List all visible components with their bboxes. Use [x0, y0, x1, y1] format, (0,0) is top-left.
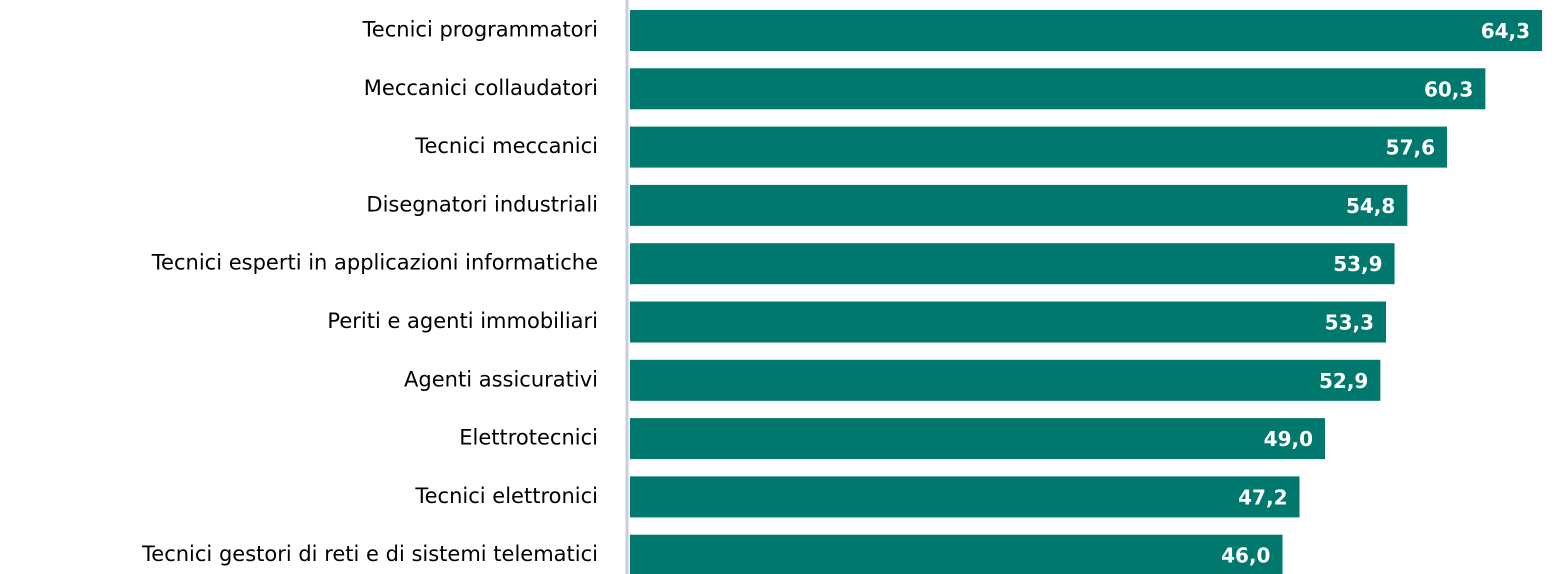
bar [630, 10, 1543, 51]
category-label: Agenti assicurativi [404, 367, 598, 391]
bar [630, 359, 1381, 401]
category-label: Tecnici elettronici [414, 484, 598, 508]
value-label: 46,0 [1221, 544, 1270, 568]
category-label: Tecnici meccanici [414, 134, 598, 158]
bar [630, 243, 1395, 285]
category-label: Elettrotecnici [459, 426, 598, 450]
value-label: 53,9 [1333, 252, 1382, 276]
bar [630, 534, 1283, 574]
category-label: Meccanici collaudatori [364, 76, 598, 100]
value-label: 52,9 [1319, 369, 1368, 393]
bar [630, 68, 1486, 110]
value-label: 54,8 [1346, 194, 1395, 218]
category-label: Tecnici gestori di reti e di sistemi tel… [141, 542, 598, 566]
value-label: 57,6 [1386, 136, 1435, 160]
bar [630, 418, 1326, 460]
bar [630, 301, 1387, 343]
value-label: 64,3 [1481, 19, 1530, 43]
value-label: 47,2 [1238, 485, 1287, 509]
bar [630, 126, 1448, 168]
value-label: 49,0 [1264, 427, 1313, 451]
bar [630, 476, 1300, 518]
value-label: 60,3 [1424, 77, 1473, 101]
category-label: Tecnici programmatori [362, 18, 598, 42]
bar [630, 184, 1408, 226]
value-label: 53,3 [1325, 311, 1374, 335]
category-label: Disegnatori industriali [366, 192, 598, 216]
category-label: Periti e agenti immobiliari [327, 309, 598, 333]
category-label: Tecnici esperti in applicazioni informat… [151, 251, 598, 275]
